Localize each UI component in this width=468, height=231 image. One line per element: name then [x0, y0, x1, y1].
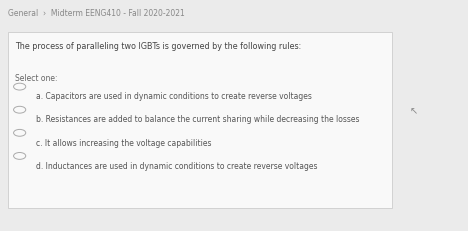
Text: b. Resistances are added to balance the current sharing while decreasing the los: b. Resistances are added to balance the … — [36, 116, 359, 125]
Text: c. It allows increasing the voltage capabilities: c. It allows increasing the voltage capa… — [36, 139, 211, 148]
Text: Select one:: Select one: — [15, 74, 58, 83]
Text: d. Inductances are used in dynamic conditions to create reverse voltages: d. Inductances are used in dynamic condi… — [36, 162, 317, 171]
Text: ↖: ↖ — [410, 106, 417, 116]
Text: The process of paralleling two IGBTs is governed by the following rules:: The process of paralleling two IGBTs is … — [15, 42, 301, 51]
Text: a. Capacitors are used in dynamic conditions to create reverse voltages: a. Capacitors are used in dynamic condit… — [36, 92, 311, 101]
Text: General  ›  Midterm EENG410 - Fall 2020-2021: General › Midterm EENG410 - Fall 2020-20… — [8, 9, 185, 18]
FancyBboxPatch shape — [8, 32, 392, 208]
